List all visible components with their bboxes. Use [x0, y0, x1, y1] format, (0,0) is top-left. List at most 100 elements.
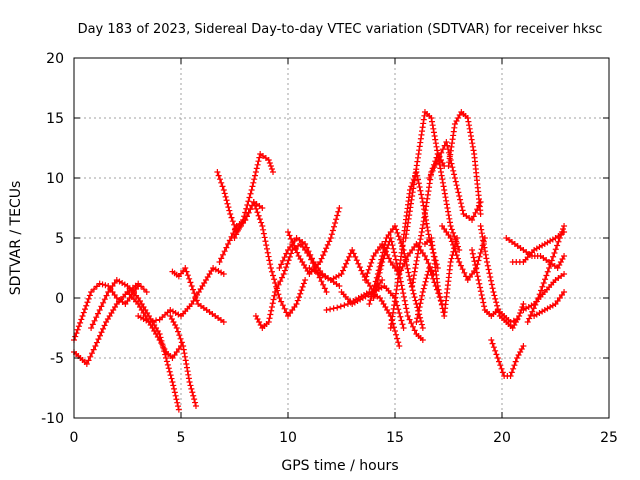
data-point [454, 185, 461, 192]
data-point [414, 254, 421, 261]
data-point [426, 265, 433, 271]
data-point [214, 169, 221, 175]
data-point [431, 164, 438, 171]
data-point [370, 295, 377, 301]
data-point [279, 274, 286, 281]
data-point [449, 164, 456, 171]
data-point [363, 273, 370, 280]
data-point [413, 257, 420, 264]
data-point [267, 163, 274, 169]
data-point [173, 396, 180, 403]
data-point [470, 147, 477, 154]
data-point [421, 214, 428, 221]
data-point [409, 323, 416, 330]
data-point [268, 304, 275, 310]
data-point [454, 255, 461, 262]
data-point [450, 241, 457, 248]
data-point [429, 118, 436, 125]
data-point [225, 204, 232, 211]
data-point [416, 184, 423, 190]
data-point [384, 245, 391, 252]
data-point [362, 277, 369, 283]
data-point [191, 396, 198, 403]
data-point [470, 213, 477, 220]
data-point [365, 266, 372, 273]
data-point [259, 223, 266, 229]
data-point [387, 235, 394, 241]
data-point [415, 180, 422, 187]
data-point [336, 205, 343, 211]
data-point [510, 365, 517, 372]
data-point [193, 297, 200, 304]
data-point [469, 247, 476, 253]
data-point [498, 365, 505, 372]
data-point [230, 230, 237, 237]
data-point [477, 223, 484, 229]
data-point [532, 301, 539, 308]
data-point [323, 307, 330, 313]
data-point [90, 286, 97, 293]
data-point [394, 229, 401, 236]
data-point [373, 284, 380, 291]
data-point [448, 238, 455, 245]
data-point [74, 326, 81, 333]
data-point [397, 278, 404, 285]
data-point [96, 332, 103, 339]
data-point [223, 244, 230, 251]
data-point [421, 282, 428, 289]
data-point [561, 289, 568, 295]
data-point [98, 303, 105, 310]
data-point [171, 389, 178, 396]
data-point [240, 217, 247, 223]
data-point [340, 267, 347, 274]
data-point [100, 299, 107, 306]
data-point [224, 200, 231, 207]
data-point [225, 241, 232, 247]
series-sat-ai [524, 223, 568, 325]
data-point [416, 304, 423, 310]
data-point [418, 191, 425, 198]
data-point [175, 406, 182, 413]
data-point [320, 281, 327, 288]
data-point [468, 136, 475, 143]
data-point [259, 205, 266, 211]
data-point [280, 271, 287, 277]
data-point [236, 224, 243, 231]
data-point [92, 343, 99, 349]
data-point [85, 295, 92, 302]
data-point [402, 258, 409, 265]
data-point [428, 115, 435, 121]
data-point [438, 298, 445, 304]
data-point [89, 321, 96, 328]
data-point [400, 325, 407, 331]
data-point [421, 253, 428, 259]
data-point [376, 269, 383, 276]
data-point [450, 167, 457, 174]
data-point [164, 361, 171, 368]
data-point [454, 235, 461, 241]
series-sat-ag [520, 271, 568, 313]
data-point [461, 269, 468, 276]
data-point [516, 313, 523, 319]
data-point [334, 304, 341, 311]
data-point [265, 157, 272, 163]
data-point [548, 257, 555, 264]
data-point [153, 317, 160, 324]
data-point [270, 169, 277, 175]
data-point [233, 231, 240, 238]
data-point [338, 271, 345, 277]
data-point [455, 189, 462, 196]
data-point [477, 288, 484, 295]
data-point [266, 315, 273, 322]
data-point [480, 237, 487, 244]
data-point [187, 279, 194, 286]
data-point [527, 312, 534, 319]
data-point [488, 337, 495, 343]
data-point [474, 206, 481, 213]
data-point [411, 327, 418, 334]
data-point [480, 241, 487, 247]
data-point [356, 264, 363, 271]
data-point [327, 306, 334, 313]
data-point [288, 235, 295, 242]
data-point [419, 325, 426, 331]
